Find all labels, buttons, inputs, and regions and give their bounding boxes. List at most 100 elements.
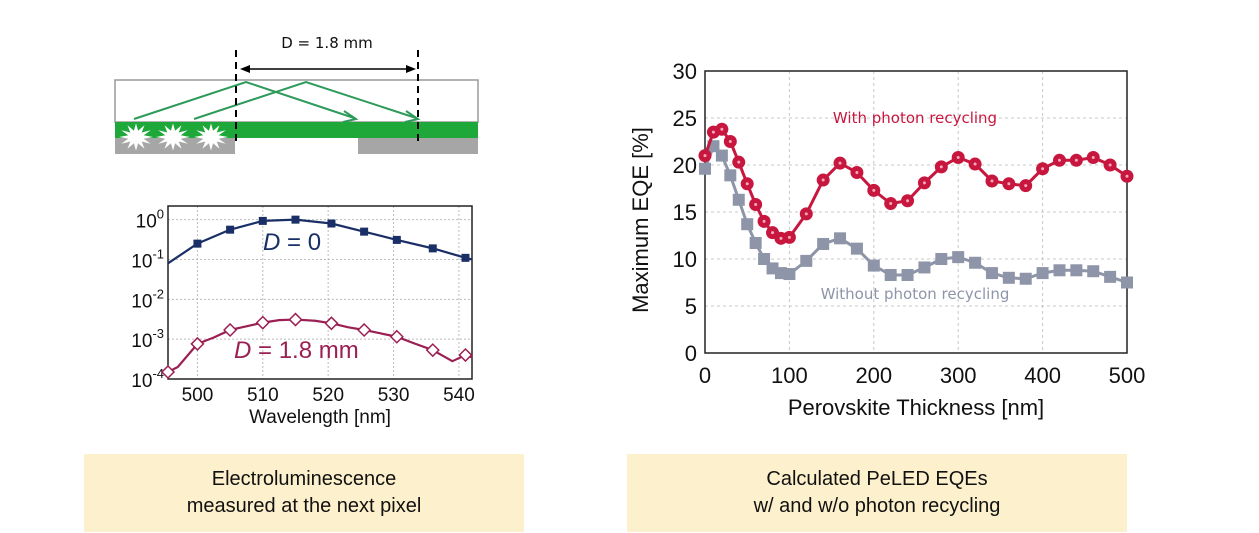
ray-arrowhead bbox=[404, 110, 421, 123]
device-diagram: D = 1.8 mm bbox=[114, 34, 479, 154]
data-point bbox=[1053, 264, 1066, 277]
data-point bbox=[918, 261, 931, 274]
data-point-highlight bbox=[703, 154, 707, 158]
y-tick-label: 25 bbox=[673, 106, 697, 131]
data-point-highlight bbox=[779, 236, 783, 240]
x-tick-label: 500 bbox=[1109, 363, 1146, 388]
data-point bbox=[969, 256, 982, 269]
data-point bbox=[255, 315, 270, 330]
data-point-highlight bbox=[1091, 155, 1095, 159]
data-point bbox=[783, 268, 796, 281]
data-point bbox=[724, 169, 737, 182]
data-point bbox=[258, 216, 267, 225]
data-point-highlight bbox=[762, 219, 766, 223]
y-tick-label: 15 bbox=[673, 200, 697, 225]
data-point bbox=[817, 237, 830, 250]
data-point bbox=[1019, 272, 1032, 285]
plot-frame bbox=[704, 70, 1128, 354]
series-label: With photon recycling bbox=[833, 109, 997, 127]
data-point bbox=[190, 336, 205, 351]
pixel-electrode-right bbox=[358, 138, 478, 154]
data-point bbox=[935, 253, 948, 265]
data-point bbox=[226, 225, 235, 234]
data-point bbox=[800, 254, 813, 267]
data-point bbox=[1036, 267, 1049, 280]
data-point-highlight bbox=[720, 127, 724, 131]
y-tick-label: 10 bbox=[673, 247, 697, 272]
y-axis-label: Maximum EQE [%] bbox=[628, 127, 653, 313]
y-tick-label: 10-4 bbox=[131, 366, 164, 392]
data-point bbox=[428, 244, 437, 253]
arrowhead-right bbox=[406, 65, 416, 73]
data-point-highlight bbox=[990, 179, 994, 183]
x-tick-label: 510 bbox=[247, 385, 279, 406]
electroluminescence-chart: 500 510 520 530 540 100 10-1 10-2 10-3 10-4 Wavele… bbox=[131, 205, 475, 428]
x-tick-label: 540 bbox=[443, 385, 475, 406]
y-tick-label: 5 bbox=[685, 294, 697, 319]
data-point bbox=[699, 162, 711, 175]
data-point bbox=[160, 364, 176, 380]
data-point-highlight bbox=[728, 140, 732, 143]
x-tick-label: 0 bbox=[699, 363, 711, 388]
data-point bbox=[392, 235, 401, 244]
data-point bbox=[867, 259, 880, 272]
data-point-highlight bbox=[771, 231, 775, 235]
data-point-highlight bbox=[956, 155, 960, 159]
data-point bbox=[360, 227, 369, 236]
data-point bbox=[324, 316, 339, 331]
caption-line: measured at the next pixel bbox=[186, 495, 422, 517]
data-point-highlight bbox=[1041, 167, 1045, 171]
data-point bbox=[223, 322, 238, 338]
y-tick-label: 10-2 bbox=[131, 286, 164, 312]
data-point bbox=[425, 343, 440, 358]
x-axis-label: Perovskite Thickness [nm] bbox=[788, 395, 1044, 420]
data-point-highlight bbox=[855, 171, 859, 175]
data-point bbox=[985, 267, 998, 280]
data-point bbox=[732, 193, 745, 206]
y-tick-label: 30 bbox=[673, 59, 697, 84]
data-point-highlight bbox=[889, 202, 893, 206]
data-point-highlight bbox=[1024, 184, 1028, 188]
data-point-highlight bbox=[787, 235, 791, 239]
data-point-highlight bbox=[711, 130, 715, 134]
data-point bbox=[458, 347, 473, 363]
data-point-highlight bbox=[1108, 163, 1112, 167]
x-tick-label: 200 bbox=[855, 363, 892, 388]
x-tick-label: 100 bbox=[771, 363, 808, 388]
caption-right: Calculated PeLED EQEs w/ and w/o photon … bbox=[627, 454, 1127, 532]
y-tick-label: 20 bbox=[673, 153, 697, 178]
data-point bbox=[749, 237, 762, 250]
data-point bbox=[741, 218, 754, 231]
data-point-highlight bbox=[838, 161, 842, 165]
series-label: D = 0 bbox=[263, 229, 321, 256]
data-point bbox=[389, 329, 404, 344]
data-point-highlight bbox=[939, 165, 943, 169]
data-point-highlight bbox=[973, 162, 977, 166]
starburst-icon bbox=[194, 123, 228, 151]
data-point bbox=[327, 219, 336, 228]
x-tick-label: 520 bbox=[312, 385, 344, 406]
data-point bbox=[884, 268, 897, 281]
distance-label: D = 1.8 mm bbox=[281, 34, 373, 52]
y-tick-label: 10-3 bbox=[131, 326, 164, 352]
light-ray bbox=[133, 80, 355, 120]
data-point bbox=[715, 149, 728, 162]
data-point bbox=[1070, 264, 1083, 277]
caption-line: Electroluminescence bbox=[211, 468, 397, 490]
glass-substrate bbox=[114, 79, 479, 123]
data-point bbox=[193, 239, 202, 248]
data-point-highlight bbox=[1125, 174, 1129, 178]
data-point-highlight bbox=[872, 188, 876, 192]
data-point bbox=[357, 322, 372, 338]
plot-frame bbox=[167, 205, 473, 380]
data-point bbox=[901, 268, 914, 281]
caption-line: w/ and w/o photon recycling bbox=[753, 495, 1001, 517]
y-tick-label: 10-1 bbox=[131, 246, 164, 272]
data-point-highlight bbox=[906, 199, 910, 203]
x-tick-label: 530 bbox=[378, 385, 410, 406]
data-point-highlight bbox=[1074, 158, 1078, 162]
arrowhead-left bbox=[240, 65, 250, 73]
caption-left: Electroluminescence measured at the next… bbox=[84, 454, 524, 532]
data-point bbox=[952, 251, 965, 264]
data-point-highlight bbox=[1057, 158, 1061, 162]
